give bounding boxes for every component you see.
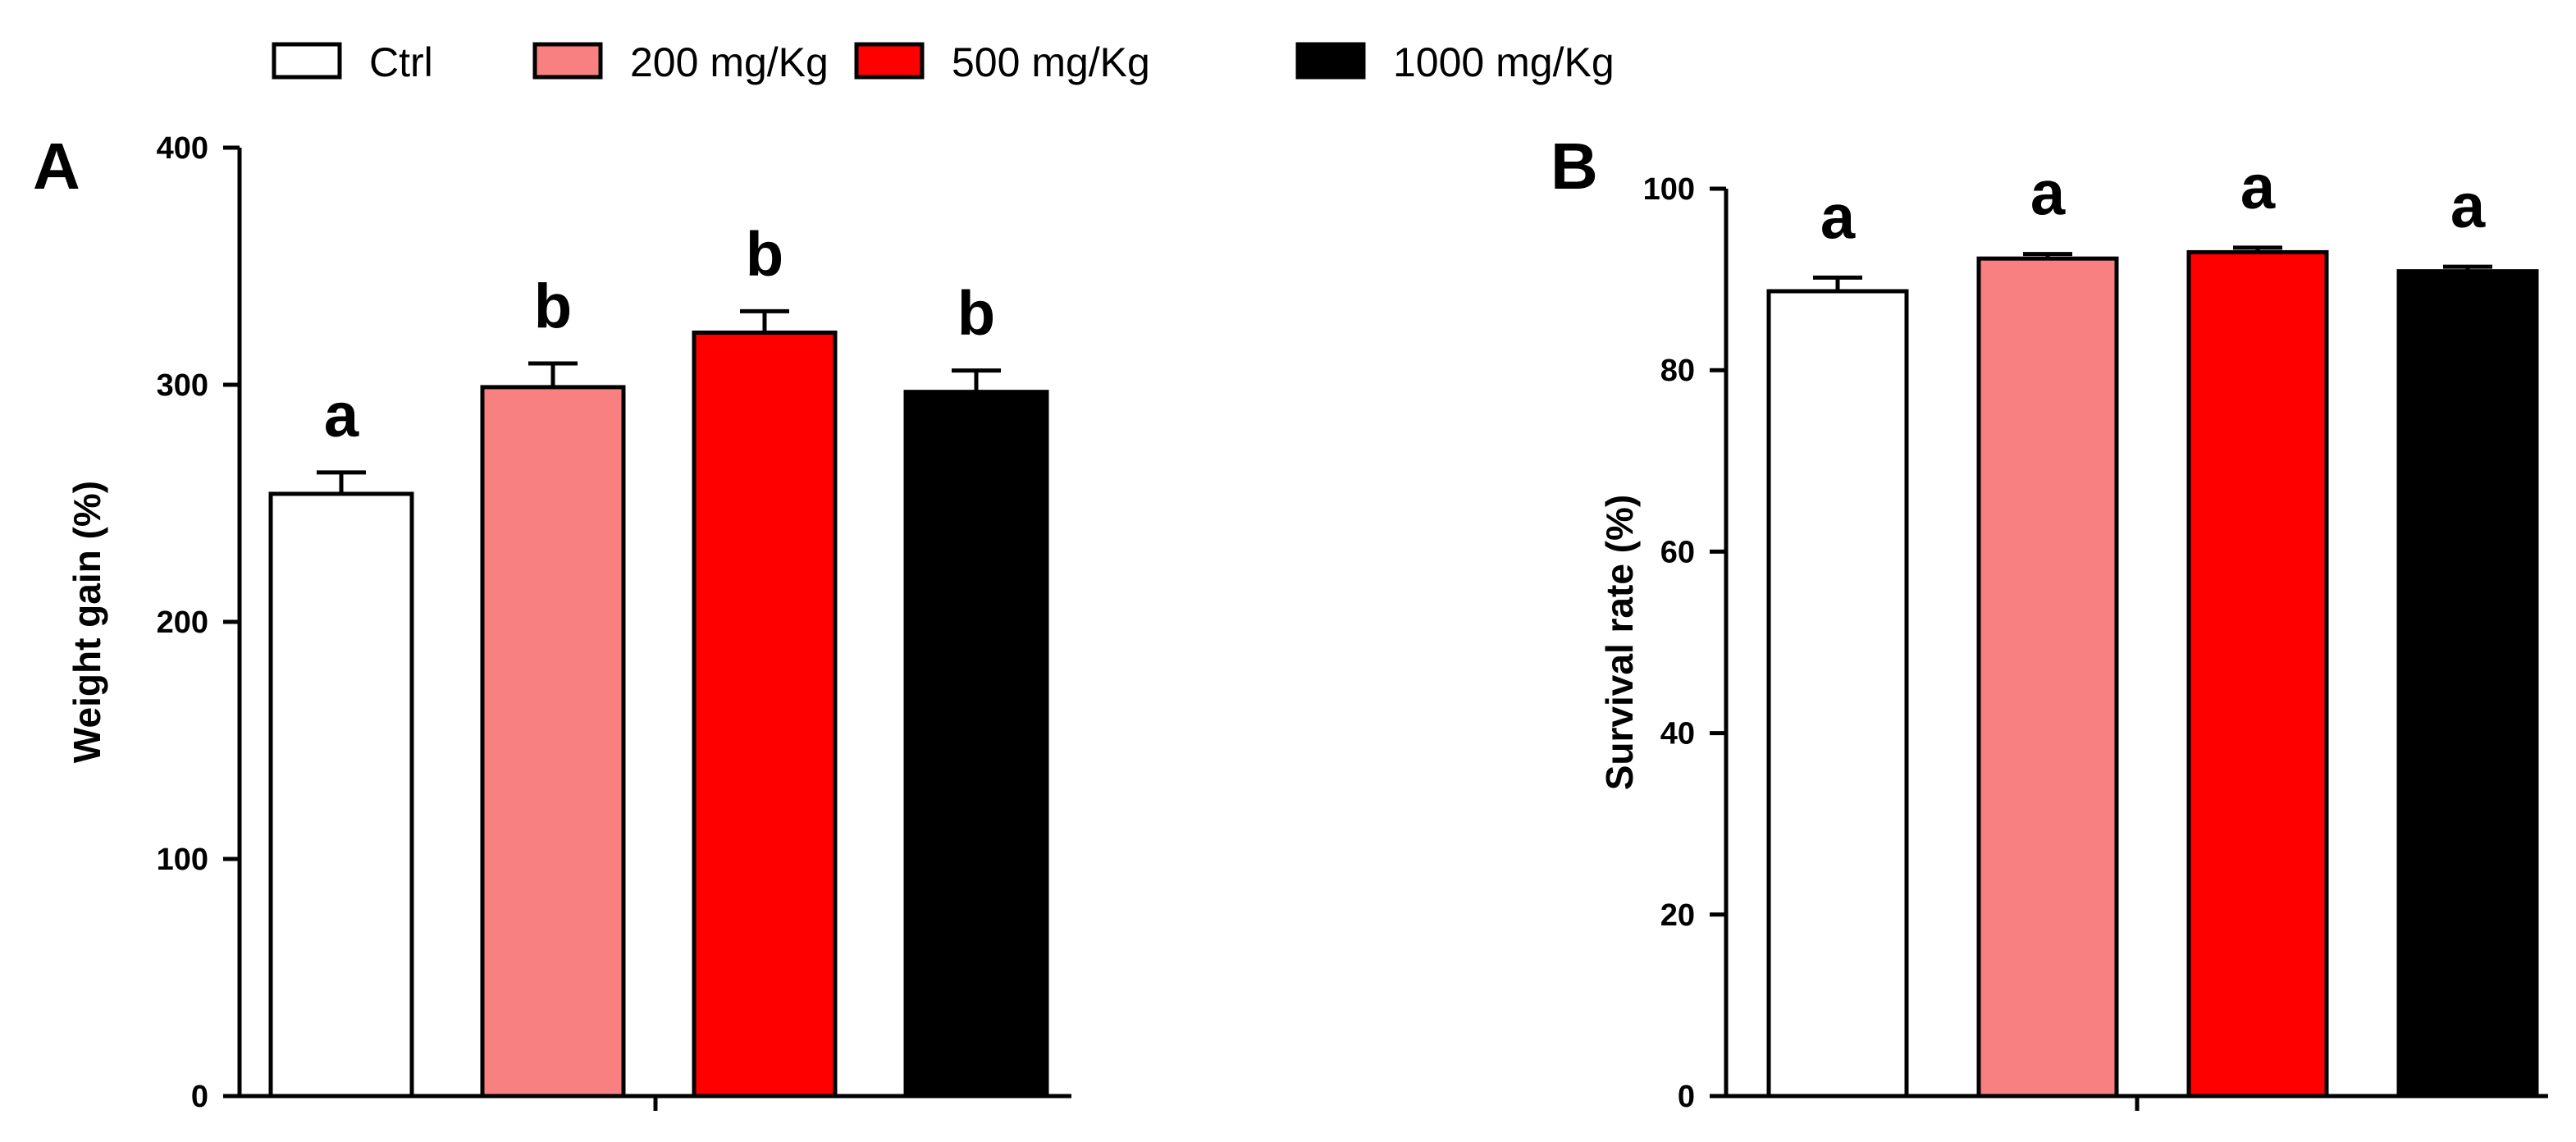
y-tick-label-2: 200 xyxy=(157,605,208,640)
bar-3 xyxy=(2396,269,2539,1099)
panel-label: A xyxy=(33,130,80,203)
legend-label-2: 500 mg/Kg xyxy=(952,39,1150,85)
y-tick-label-3: 60 xyxy=(1660,535,1695,569)
legend-label-0: Ctrl xyxy=(369,39,433,85)
significance-letter-1: a xyxy=(2030,159,2066,229)
legend: Ctrl 200 mg/Kg 500 mg/Kg 1000 mg/Kg xyxy=(272,39,1615,85)
y-axis-title: Survival rate (%) xyxy=(1598,495,1641,790)
y-tick-label-1: 100 xyxy=(157,843,208,877)
y-tick-label-0: 0 xyxy=(191,1080,208,1114)
y-tick-label-1: 20 xyxy=(1660,898,1695,933)
significance-letter-2: b xyxy=(746,219,783,289)
significance-letter-3: a xyxy=(2450,171,2486,241)
panel-b-chart: Ba a a a 0 20 40 60 80 100 Survival rate (%) xyxy=(1551,130,2548,1114)
bar-1 xyxy=(1976,256,2119,1099)
y-tick-label-3: 300 xyxy=(157,368,208,403)
significance-letter-1: b xyxy=(534,272,572,341)
bar-2 xyxy=(692,330,838,1099)
y-tick-label-2: 40 xyxy=(1660,717,1695,751)
legend-label-1: 200 mg/Kg xyxy=(630,39,829,85)
significance-letter-0: a xyxy=(1820,182,1856,252)
panel-a-chart: Aa b b b 0 100 200 300 400 Weight gain (%) xyxy=(33,130,1071,1114)
y-axis-title: Weight gain (%) xyxy=(66,481,108,763)
significance-letter-3: b xyxy=(957,279,995,349)
significance-letter-2: a xyxy=(2240,153,2276,222)
legend-swatch-0 xyxy=(272,42,342,80)
significance-letter-0: a xyxy=(324,381,359,450)
y-tick-label-4: 80 xyxy=(1660,354,1695,388)
y-tick-label-5: 100 xyxy=(1643,172,1695,207)
bar-3 xyxy=(903,390,1049,1099)
bar-0 xyxy=(268,491,414,1099)
legend-swatch-1 xyxy=(532,42,603,80)
panel-label: B xyxy=(1551,130,1598,203)
y-tick-label-4: 400 xyxy=(157,131,208,166)
bar-1 xyxy=(480,385,626,1099)
y-tick-label-0: 0 xyxy=(1678,1080,1695,1114)
legend-label-3: 1000 mg/Kg xyxy=(1393,39,1615,85)
legend-swatch-2 xyxy=(854,42,925,80)
bar-0 xyxy=(1766,289,1909,1099)
bar-2 xyxy=(2186,249,2329,1099)
legend-swatch-3 xyxy=(1295,42,1366,80)
